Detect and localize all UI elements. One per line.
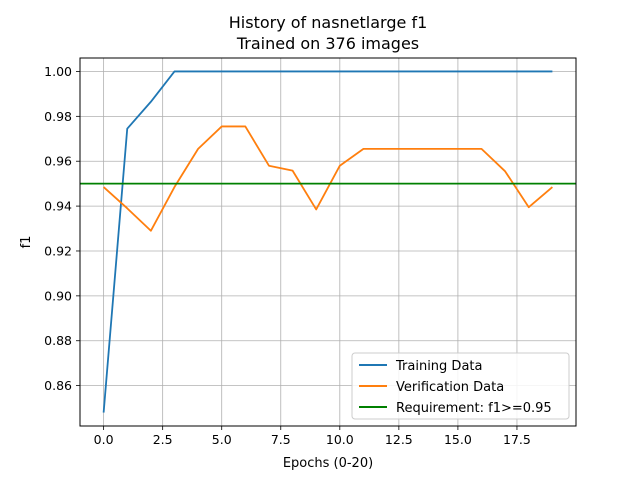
x-tick-label: 7.5 [271,432,291,447]
legend-label-training: Training Data [395,359,482,374]
y-tick-label: 0.92 [44,243,72,258]
x-tick-label: 10.0 [326,432,354,447]
chart-subtitle: Trained on 376 images [236,34,419,53]
y-tick-label: 1.00 [44,64,72,79]
y-tick-label: 0.90 [44,288,72,303]
x-tick-label: 17.5 [503,432,531,447]
x-tick-label: 2.5 [153,432,173,447]
y-tick-label: 0.96 [44,154,72,169]
x-axis: 0.0 2.5 5.0 7.5 10.0 12.5 15.0 17.5 [94,426,531,447]
legend-label-verification: Verification Data [396,380,504,395]
training-data-line [102,70,553,413]
legend-box [351,352,570,420]
x-tick-label: 12.5 [385,432,413,447]
plot-frame [79,57,577,427]
y-tick-label: 0.94 [44,199,72,214]
verification-data-line [103,125,553,232]
y-axis-label: f1 [19,236,34,249]
y-axis: 0.86 0.88 0.90 0.92 0.94 0.96 0.98 1.00 [44,64,80,393]
legend: Training Data Verification Data Requirem… [351,352,570,420]
x-axis-label: Epochs (0-20) [283,456,373,471]
y-tick-label: 0.98 [44,109,72,124]
chart-title: History of nasnetlarge f1 [229,13,428,32]
x-tick-label: 5.0 [212,432,232,447]
y-tick-label: 0.88 [44,333,72,348]
plot-lines [80,70,576,413]
y-tick-label: 0.86 [44,378,72,393]
x-tick-label: 15.0 [444,432,472,447]
grid [80,58,576,426]
legend-label-requirement: Requirement: f1>=0.95 [396,401,552,416]
x-tick-label: 0.0 [94,432,114,447]
